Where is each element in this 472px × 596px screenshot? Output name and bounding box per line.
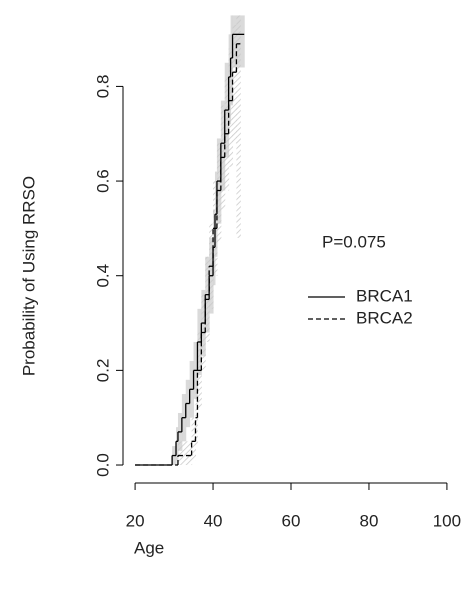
y-tick-label: 0.0	[93, 453, 112, 477]
y-tick-label: 0.4	[93, 264, 112, 288]
y-tick-label: 0.2	[93, 359, 112, 383]
x-tick-label: 60	[282, 511, 301, 530]
legend-label: BRCA1	[356, 286, 413, 305]
x-tick-label: 100	[433, 511, 461, 530]
x-tick-label: 40	[204, 511, 223, 530]
y-tick-label: 0.8	[93, 75, 112, 99]
legend-label: BRCA2	[356, 308, 413, 327]
confidence-band	[228, 48, 234, 167]
confidence-band	[191, 417, 197, 461]
x-tick-label: 20	[126, 511, 145, 530]
confidence-band	[236, 15, 241, 238]
y-tick-label: 0.6	[93, 169, 112, 193]
x-tick-label: 80	[359, 511, 378, 530]
confidence-band	[216, 143, 222, 243]
x-axis-label: Age	[134, 538, 164, 557]
confidence-band	[177, 441, 193, 466]
annotation: P=0.075	[322, 232, 386, 251]
y-axis-label: Probability of Using RRSO	[19, 176, 38, 376]
confidence-band	[176, 427, 179, 461]
confidence-band	[232, 24, 237, 144]
